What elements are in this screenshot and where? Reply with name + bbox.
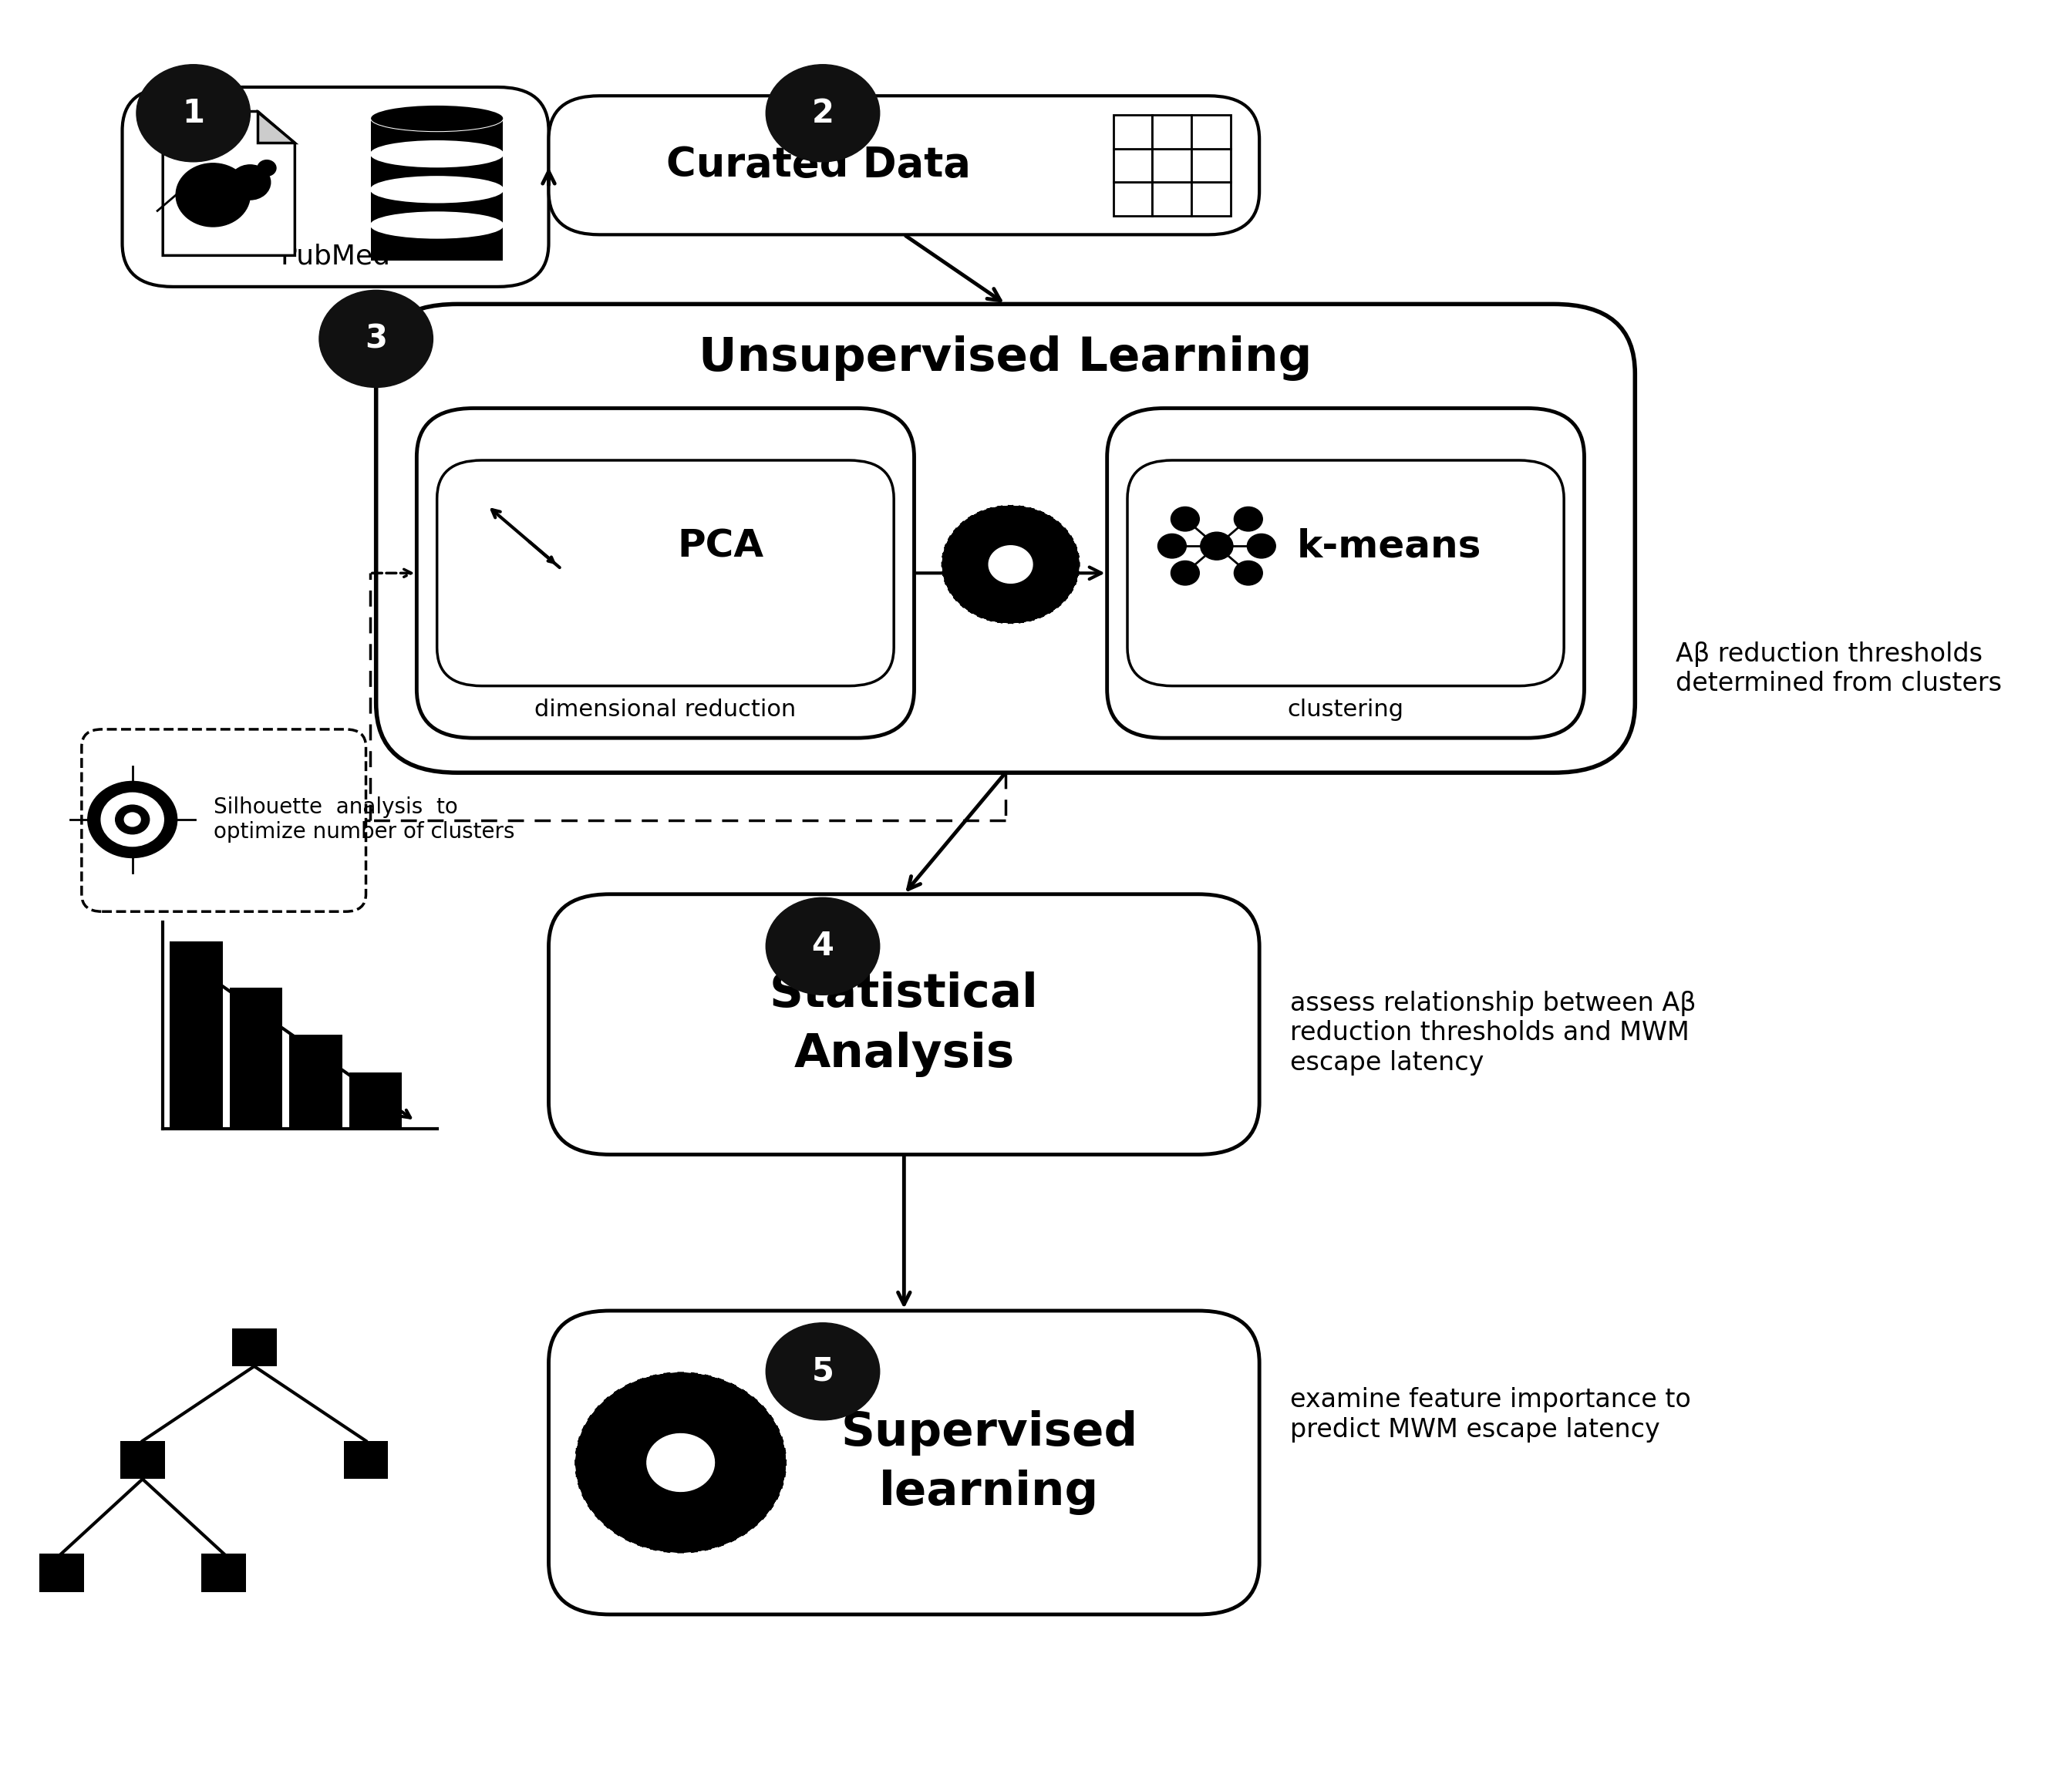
- Circle shape: [137, 64, 251, 161]
- Text: PubMed: PubMed: [280, 243, 392, 269]
- Text: Statistical
Analysis: Statistical Analysis: [769, 972, 1038, 1077]
- Bar: [1152, 115, 1191, 149]
- Circle shape: [1158, 533, 1187, 558]
- Bar: [371, 119, 503, 260]
- Text: Curated Data: Curated Data: [667, 145, 972, 186]
- FancyBboxPatch shape: [122, 87, 549, 287]
- Text: 3: 3: [365, 322, 387, 354]
- FancyBboxPatch shape: [549, 96, 1260, 234]
- Text: assess relationship between Aβ
reduction thresholds and MWM
escape latency: assess relationship between Aβ reduction…: [1289, 990, 1695, 1075]
- Circle shape: [1171, 561, 1200, 584]
- Polygon shape: [576, 1373, 785, 1553]
- Text: 1: 1: [182, 97, 205, 129]
- FancyBboxPatch shape: [377, 305, 1635, 772]
- Bar: [232, 1328, 276, 1365]
- Polygon shape: [941, 505, 1080, 623]
- Bar: [1152, 182, 1191, 216]
- Circle shape: [767, 898, 881, 995]
- Bar: [201, 1553, 247, 1592]
- Circle shape: [319, 290, 433, 388]
- Text: clustering: clustering: [1287, 698, 1405, 721]
- Text: examine feature importance to
predict MWM escape latency: examine feature importance to predict MW…: [1289, 1387, 1691, 1442]
- Circle shape: [176, 163, 251, 227]
- FancyBboxPatch shape: [437, 460, 893, 685]
- Bar: [348, 1071, 402, 1128]
- Circle shape: [1235, 561, 1262, 584]
- Circle shape: [1200, 531, 1233, 560]
- Polygon shape: [257, 112, 294, 143]
- Ellipse shape: [371, 106, 503, 131]
- Text: dimensional reduction: dimensional reduction: [535, 698, 796, 721]
- Text: 5: 5: [812, 1355, 833, 1388]
- Bar: [39, 1553, 83, 1592]
- Polygon shape: [164, 112, 294, 255]
- Ellipse shape: [371, 213, 503, 237]
- Bar: [170, 940, 222, 1128]
- Text: Supervised
learning: Supervised learning: [841, 1410, 1138, 1516]
- FancyBboxPatch shape: [549, 894, 1260, 1155]
- FancyBboxPatch shape: [549, 1311, 1260, 1615]
- Bar: [344, 1442, 387, 1479]
- Bar: [1191, 115, 1231, 149]
- Text: Silhouette  analysis  to
optimize number of clusters: Silhouette analysis to optimize number o…: [213, 797, 514, 843]
- Bar: [1113, 115, 1152, 149]
- Bar: [290, 1034, 342, 1128]
- FancyBboxPatch shape: [416, 409, 914, 739]
- Text: k-means: k-means: [1297, 528, 1481, 565]
- Circle shape: [767, 1323, 881, 1420]
- Bar: [1191, 182, 1231, 216]
- Text: Aβ reduction thresholds
determined from clusters: Aβ reduction thresholds determined from …: [1676, 641, 2002, 696]
- Text: 4: 4: [812, 930, 833, 962]
- Text: 2: 2: [812, 97, 833, 129]
- Circle shape: [1235, 507, 1262, 531]
- Ellipse shape: [371, 177, 503, 202]
- Bar: [120, 1442, 166, 1479]
- Ellipse shape: [371, 142, 503, 166]
- Ellipse shape: [371, 106, 503, 131]
- FancyBboxPatch shape: [1127, 460, 1564, 685]
- Circle shape: [230, 165, 271, 200]
- Text: PCA: PCA: [678, 528, 762, 565]
- Circle shape: [257, 159, 276, 175]
- Bar: [1113, 149, 1152, 182]
- Circle shape: [116, 806, 149, 834]
- Bar: [1152, 149, 1191, 182]
- Polygon shape: [988, 545, 1032, 583]
- Circle shape: [102, 793, 164, 847]
- Circle shape: [767, 64, 881, 161]
- Bar: [230, 988, 282, 1128]
- Bar: [1113, 182, 1152, 216]
- Text: Unsupervised Learning: Unsupervised Learning: [698, 335, 1312, 381]
- Bar: [1191, 149, 1231, 182]
- FancyBboxPatch shape: [81, 730, 367, 912]
- Circle shape: [124, 813, 141, 827]
- Circle shape: [87, 781, 176, 857]
- Circle shape: [1247, 533, 1276, 558]
- Polygon shape: [646, 1435, 715, 1491]
- FancyBboxPatch shape: [1106, 409, 1585, 739]
- Circle shape: [1171, 507, 1200, 531]
